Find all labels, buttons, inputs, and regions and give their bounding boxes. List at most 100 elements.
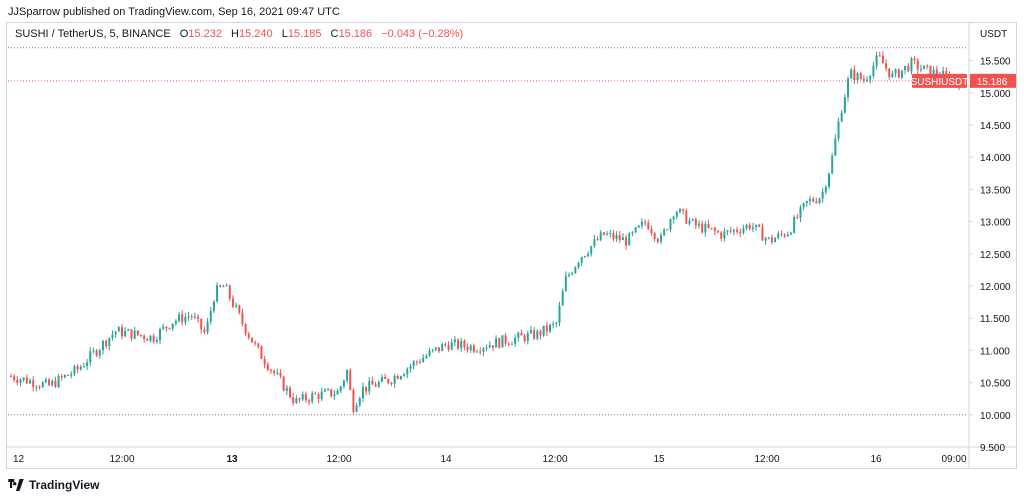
candle-body (606, 233, 609, 235)
candle-body (621, 237, 624, 241)
candle-body (491, 345, 494, 348)
candle-body (371, 380, 374, 385)
candle-body (637, 225, 640, 228)
candle-body (130, 329, 133, 339)
candle-body (539, 330, 542, 336)
candle-body (380, 376, 383, 382)
candle-body (35, 387, 38, 389)
candle-body (587, 253, 590, 256)
candle-body (479, 351, 482, 353)
candle-body (48, 379, 51, 386)
footer-brand[interactable]: TradingView (8, 478, 99, 492)
candle-body (447, 344, 450, 350)
candle-body (222, 286, 225, 288)
candle-body (812, 199, 815, 202)
currency-label: USDT (980, 29, 1007, 40)
candle-body (108, 337, 111, 347)
candle-body (853, 69, 856, 81)
x-tick-label: 12:00 (326, 454, 351, 465)
candle-body (932, 69, 935, 77)
open-label: O (179, 28, 189, 40)
candle-body (913, 58, 916, 61)
y-tick-label: 10.500 (980, 379, 1011, 390)
y-tick-label: 10.000 (980, 411, 1011, 422)
candle-body (707, 223, 710, 228)
x-tick-label: 12:00 (754, 454, 779, 465)
candle-body (872, 65, 875, 76)
candle-body (875, 55, 878, 66)
candle-body (580, 257, 583, 263)
candle-body (501, 335, 504, 348)
candle-body (333, 394, 336, 397)
candle-body (843, 97, 846, 113)
candle-body (149, 335, 152, 341)
candle-body (431, 349, 434, 351)
candle-body (390, 382, 393, 384)
candle-body (774, 238, 777, 243)
candle-body (314, 393, 317, 395)
candle-body (295, 398, 298, 403)
candle-body (54, 380, 57, 388)
candle-body (152, 335, 155, 342)
candle-body (425, 355, 428, 358)
candle-body (101, 340, 104, 351)
candle-body (336, 391, 339, 395)
candle-body (73, 366, 76, 375)
candle-body (139, 334, 142, 336)
candle-body (86, 362, 89, 367)
candle-body (710, 227, 713, 229)
candle-body (542, 325, 545, 336)
candle-body (926, 65, 929, 67)
candle-body (755, 224, 758, 228)
candle-body (767, 237, 770, 239)
symbol-price-tag (912, 73, 967, 88)
candle-body (647, 223, 650, 230)
ohlc-legend: SUSHI / TetherUS, 5, BINANCE O15.232 H15… (15, 28, 463, 40)
candle-body (688, 220, 691, 224)
symbol-label[interactable]: SUSHI / TetherUS, 5, BINANCE (15, 28, 171, 40)
close-label: C (330, 28, 339, 40)
candle-body (904, 65, 907, 71)
candle-body (631, 232, 634, 234)
candle-body (200, 318, 203, 330)
candle-body (628, 233, 631, 246)
candle-body (751, 227, 754, 229)
candle-body (60, 375, 63, 378)
candle-body (682, 208, 685, 211)
candle-body (355, 405, 358, 412)
candle-body (672, 216, 675, 220)
candle-body (894, 69, 897, 74)
candle-body (837, 121, 840, 139)
candle-body (342, 380, 345, 387)
candle-body (742, 228, 745, 233)
candle-body (916, 60, 919, 70)
y-tick-label: 14.000 (980, 153, 1011, 164)
y-tick-label: 13.000 (980, 218, 1011, 229)
candle-body (263, 359, 266, 365)
candle-body (155, 340, 158, 342)
candle-body (197, 316, 200, 319)
candle-body (888, 68, 891, 78)
last-price-tag (970, 73, 1016, 88)
candle-body (19, 379, 22, 383)
x-tick-label: 09:00 (941, 454, 966, 465)
candle-body (656, 238, 659, 242)
candle-body (311, 393, 314, 402)
candle-body (523, 335, 526, 342)
candle-body (644, 221, 647, 224)
candle-body (29, 380, 32, 384)
candle-body (193, 316, 196, 318)
candle-body (117, 327, 120, 332)
candle-body (495, 338, 498, 348)
candle-body (514, 337, 517, 344)
candle-body (95, 350, 98, 356)
candle-body (409, 366, 412, 369)
candle-body (412, 361, 415, 367)
candle-body (168, 327, 171, 329)
candle-body (796, 217, 799, 219)
candle-body (583, 255, 586, 258)
candle-body (786, 234, 789, 237)
y-tick-label: 15.000 (980, 89, 1011, 100)
candle-body (349, 370, 352, 390)
